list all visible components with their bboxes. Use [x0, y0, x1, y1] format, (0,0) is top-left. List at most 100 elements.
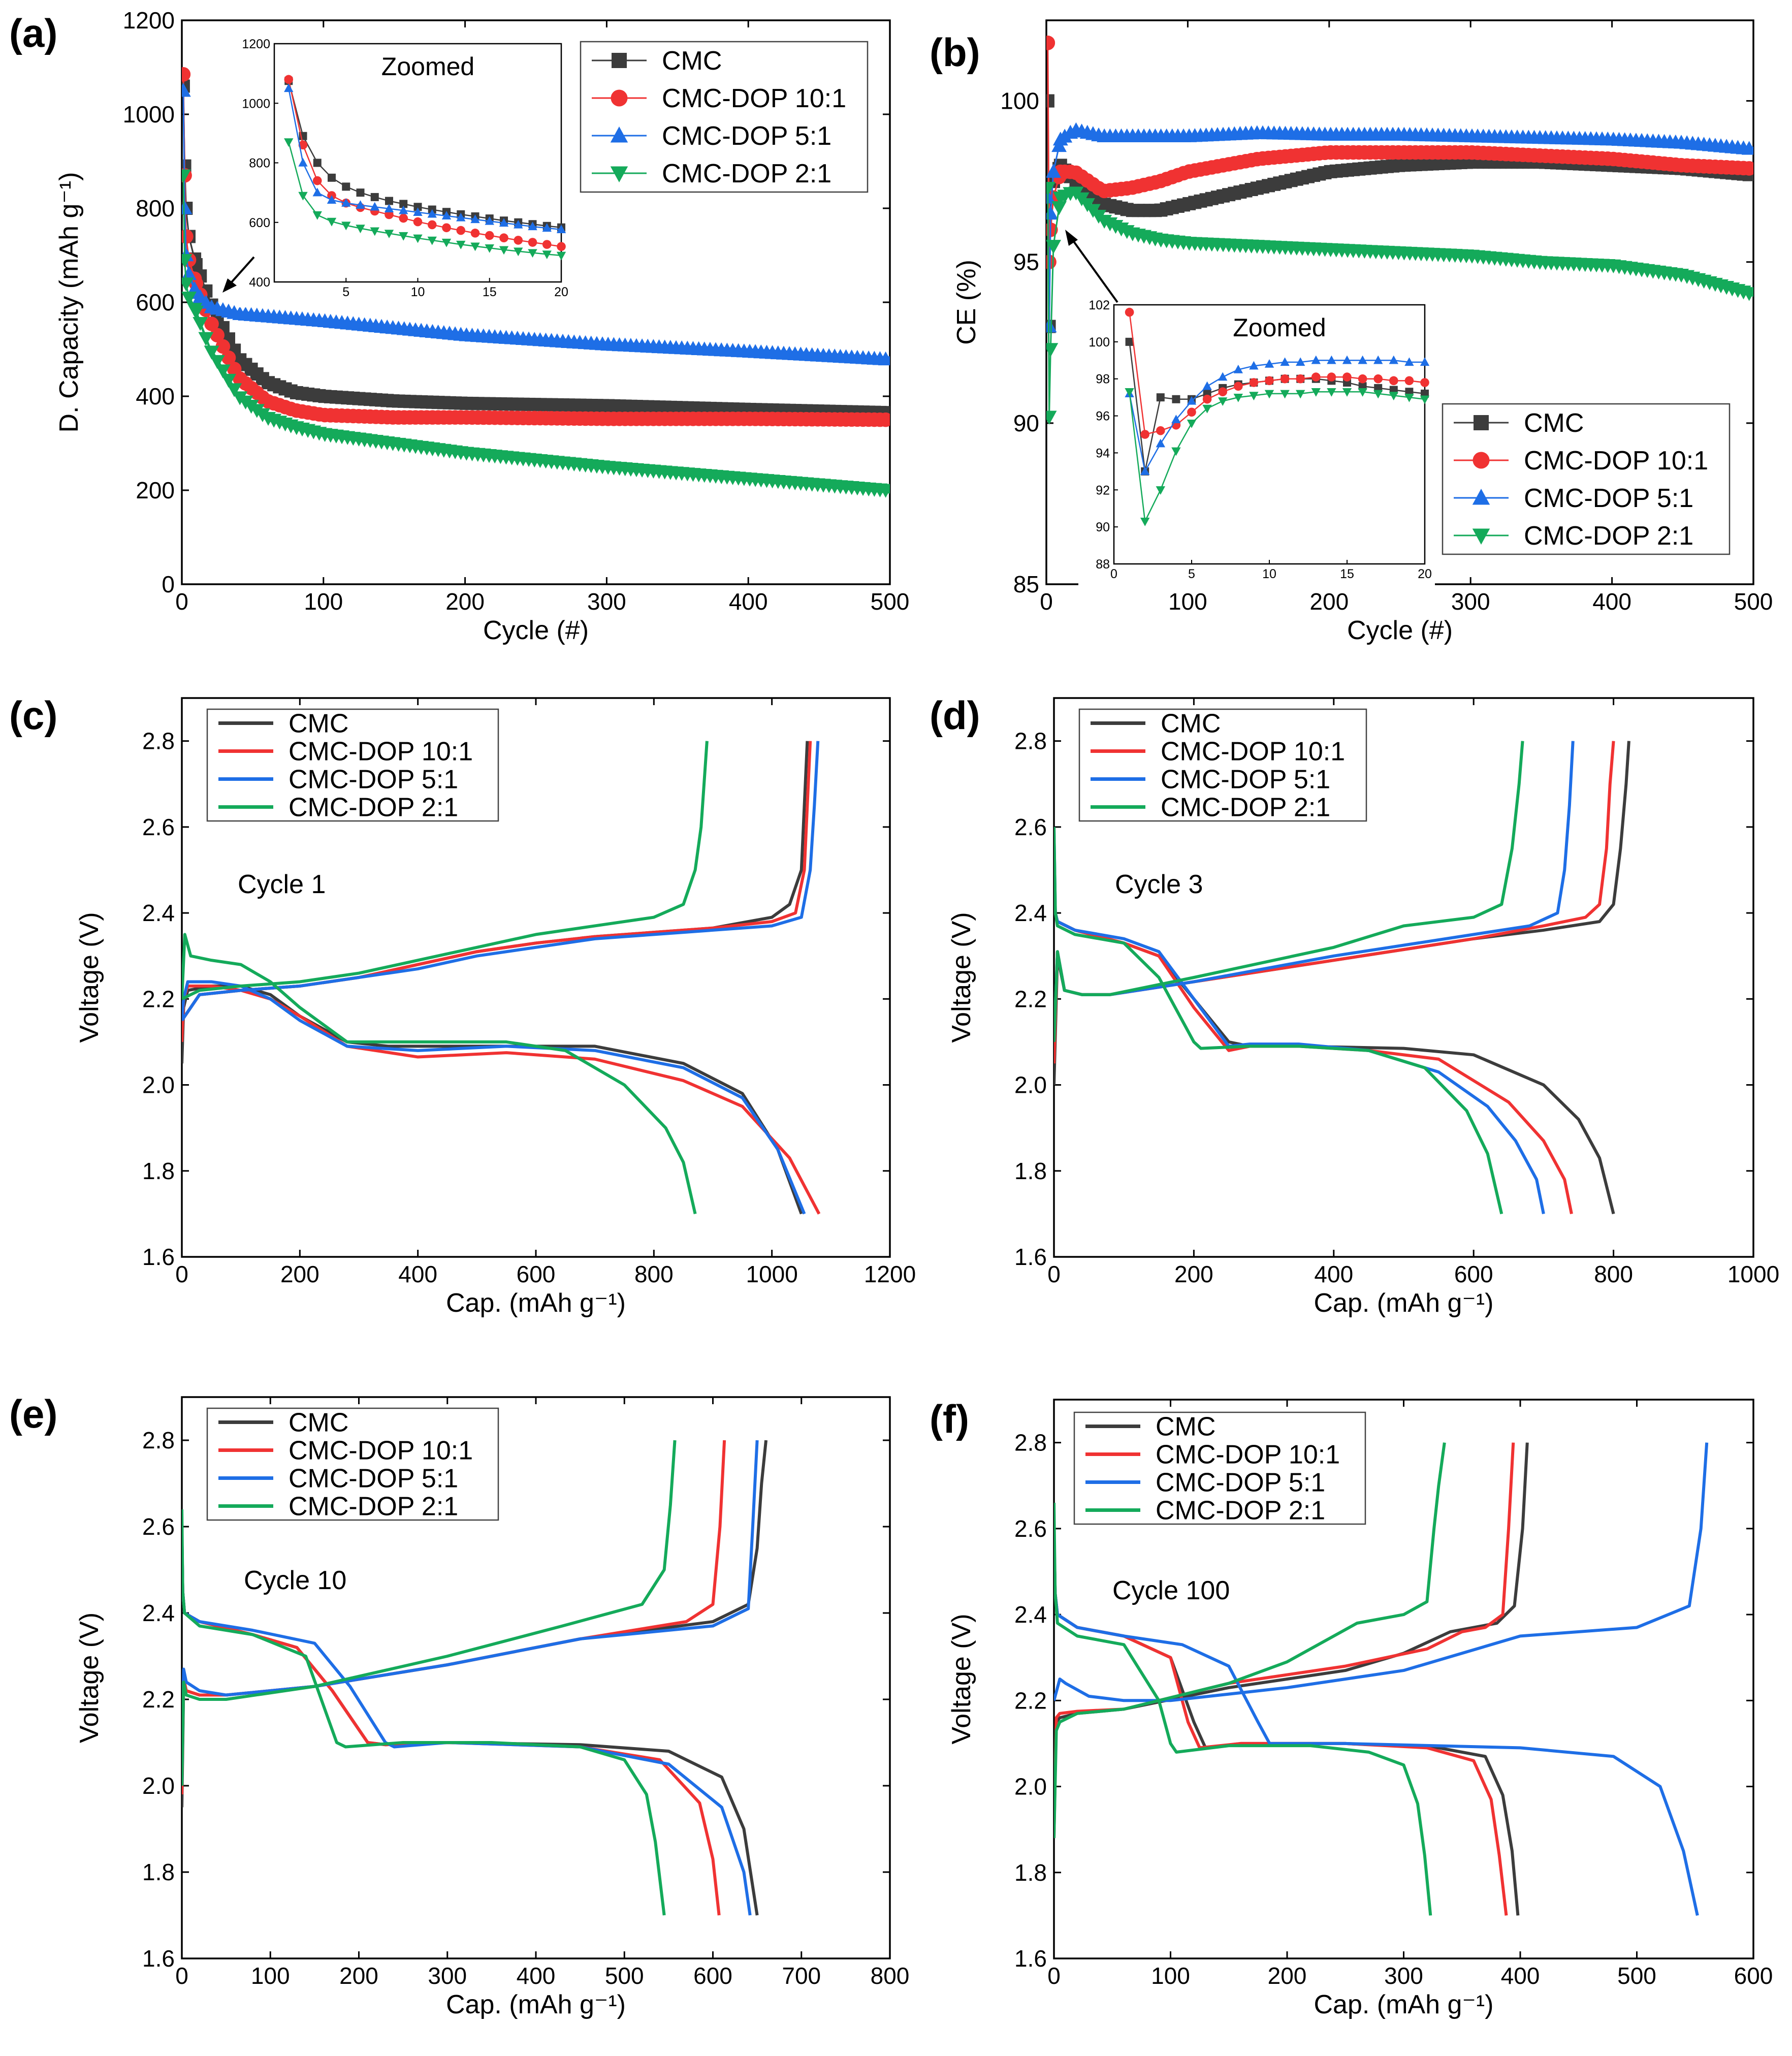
inset-point-cmc-dop-2-1 — [556, 251, 566, 261]
x-tick-label: 600 — [693, 1963, 732, 1989]
charge-curve-cmc — [1054, 1442, 1529, 1830]
inset-point-cmc-dop-2-1 — [384, 230, 394, 239]
y-tick-label: 2.8 — [1014, 728, 1047, 754]
data-point-cmc-dop-10-1 — [878, 412, 890, 427]
x-tick-label: 200 — [1268, 1963, 1307, 1989]
inset-point-cmc-dop-2-1 — [528, 249, 537, 258]
inset-point-cmc-dop-10-1 — [413, 217, 423, 227]
data-point-cmc-dop-10-1 — [182, 67, 191, 82]
inset-point-cmc-dop-5-1 — [1404, 357, 1414, 366]
legend-label-cmc-dop-2-1: CMC-DOP 2:1 — [1524, 521, 1693, 551]
x-axis-title: Cycle (#) — [1347, 616, 1453, 645]
charge-curve-cmc-dop-2-1 — [1054, 1442, 1446, 1839]
data-point-cmc-dop-2-1 — [198, 332, 214, 346]
plot-area — [1054, 1442, 1709, 1916]
x-axis-title: Cap. (mAh g⁻¹) — [1314, 1288, 1494, 1318]
panel-label: (d) — [930, 693, 980, 738]
inset-point-cmc — [356, 188, 365, 197]
data-point-cmc-dop-2-1 — [221, 373, 236, 388]
inset-point-cmc-dop-2-1 — [1264, 390, 1274, 399]
y-tick-label: 1.8 — [142, 1859, 175, 1885]
x-tick-label: 800 — [1594, 1261, 1633, 1287]
inset-point-cmc-dop-2-1 — [1249, 392, 1259, 401]
y-tick-label: 85 — [1013, 571, 1039, 597]
legend-box — [1073, 1411, 1366, 1525]
panel-e: 0 100 200 300 400 500 600 700 800 1.6 1.8 2.0 2.2 2.4… — [9, 1391, 909, 2019]
cycle-annotation: Cycle 1 — [238, 870, 326, 899]
series-cmc-dop-2-1 — [182, 169, 890, 498]
inset-point-cmc-dop-5-1 — [1311, 355, 1321, 364]
arrow-head — [222, 278, 237, 293]
y-tick-label: 800 — [136, 195, 175, 222]
legend-label-cmc-dop-5-1: CMC-DOP 5:1 — [1156, 1468, 1325, 1498]
inset-point-cmc-dop-5-1 — [1280, 357, 1290, 366]
x-axis-title: Cap. (mAh g⁻¹) — [446, 1990, 626, 2019]
inset-y-tick-label: 96 — [1096, 409, 1110, 424]
data-point-cmc-dop-10-1 — [215, 339, 231, 354]
x-tick-label: 500 — [871, 588, 910, 615]
charge-curve-cmc-dop-2-1 — [182, 1440, 677, 1786]
charge-curve-cmc-dop-5-1 — [182, 1440, 759, 1786]
legend-marker-cmc-dop-5-1 — [610, 126, 628, 143]
inset-point-cmc-dop-10-1 — [557, 242, 566, 251]
discharge-curve-cmc-dop-2-1 — [1054, 1503, 1432, 1916]
arrow-head — [1065, 230, 1078, 246]
charge-curve-cmc-dop-5-1 — [1054, 1442, 1709, 1702]
inset-point-cmc-dop-5-1 — [556, 225, 566, 234]
inset-point-cmc-dop-2-1 — [1342, 388, 1352, 397]
legend-marker-cmc-dop-10-1 — [611, 89, 628, 107]
inset-point-cmc-dop-5-1 — [1187, 396, 1197, 405]
legend-label-cmc: CMC — [1161, 709, 1221, 739]
data-point-cmc-dop-2-1 — [215, 364, 231, 378]
inset-x-tick-label: 20 — [554, 285, 568, 299]
data-point-cmc-dop-2-1 — [878, 484, 890, 498]
legend-label-cmc-dop-10-1: CMC-DOP 10:1 — [289, 1436, 473, 1466]
y-tick-label: 1.6 — [1014, 1244, 1047, 1270]
discharge-curve-cmc-dop-5-1 — [1054, 1528, 1699, 1916]
inset-point-cmc-dop-10-1 — [1342, 372, 1352, 382]
y-tick-label: 2.8 — [142, 728, 175, 754]
x-tick-label: 200 — [1174, 1261, 1213, 1287]
charge-curve-cmc-dop-2-1 — [1054, 741, 1524, 1042]
x-tick-label: 200 — [1309, 588, 1349, 615]
inset-point-cmc-dop-10-1 — [1327, 372, 1336, 382]
data-point-cmc-dop-2-1 — [182, 277, 194, 292]
x-tick-label: 800 — [634, 1261, 674, 1287]
x-tick-label: 500 — [1617, 1963, 1656, 1989]
data-point-cmc-dop-10-1 — [210, 328, 225, 343]
y-tick-label: 1.6 — [142, 1244, 175, 1270]
inset-x-tick-label: 20 — [1418, 567, 1432, 581]
y-tick-label: 2.0 — [142, 1072, 175, 1098]
legend-marker-cmc-dop-2-1 — [610, 166, 628, 182]
discharge-curve-cmc-dop-5-1 — [1054, 827, 1545, 1214]
discharge-curve-cmc-dop-2-1 — [182, 1509, 666, 1916]
y-tick-label: 2.6 — [1014, 814, 1047, 840]
inset-point-cmc — [385, 197, 393, 205]
x-tick-label: 0 — [1040, 588, 1053, 615]
inset-point-cmc-dop-5-1 — [1156, 438, 1165, 448]
inset-point-cmc-dop-5-1 — [528, 222, 537, 231]
data-point-cmc-dop-2-1 — [1046, 410, 1057, 425]
inset-point-cmc-dop-2-1 — [1280, 390, 1290, 399]
y-tick-label: 100 — [1000, 88, 1039, 114]
inset-point-cmc-dop-5-1 — [312, 187, 322, 197]
legend-label-cmc-dop-10-1: CMC-DOP 10:1 — [1524, 446, 1708, 476]
y-tick-label: 1.8 — [1014, 1859, 1047, 1886]
inset-point-cmc-dop-2-1 — [514, 247, 523, 257]
x-tick-label: 200 — [445, 588, 485, 615]
inset-y-tick-label: 90 — [1096, 520, 1110, 534]
inset-point-cmc-dop-2-1 — [1327, 388, 1336, 397]
inset-point-cmc-dop-10-1 — [399, 213, 408, 223]
data-point-cmc-dop-2-1 — [1046, 182, 1055, 196]
inset-y-tick-label: 100 — [1089, 335, 1110, 350]
y-axis-title: D. Capacity (mAh g⁻¹) — [54, 172, 84, 433]
y-tick-label: 400 — [136, 383, 175, 409]
inset-point-cmc-dop-2-1 — [298, 192, 308, 201]
inset-point-cmc-dop-5-1 — [1373, 355, 1383, 364]
data-point-cmc-dop-2-1 — [1741, 287, 1753, 301]
legend-label-cmc-dop-10-1: CMC-DOP 10:1 — [1156, 1440, 1340, 1470]
x-tick-label: 300 — [587, 588, 626, 615]
y-tick-label: 2.0 — [142, 1773, 175, 1799]
y-tick-label: 2.0 — [1014, 1072, 1047, 1098]
x-tick-label: 400 — [729, 588, 768, 615]
